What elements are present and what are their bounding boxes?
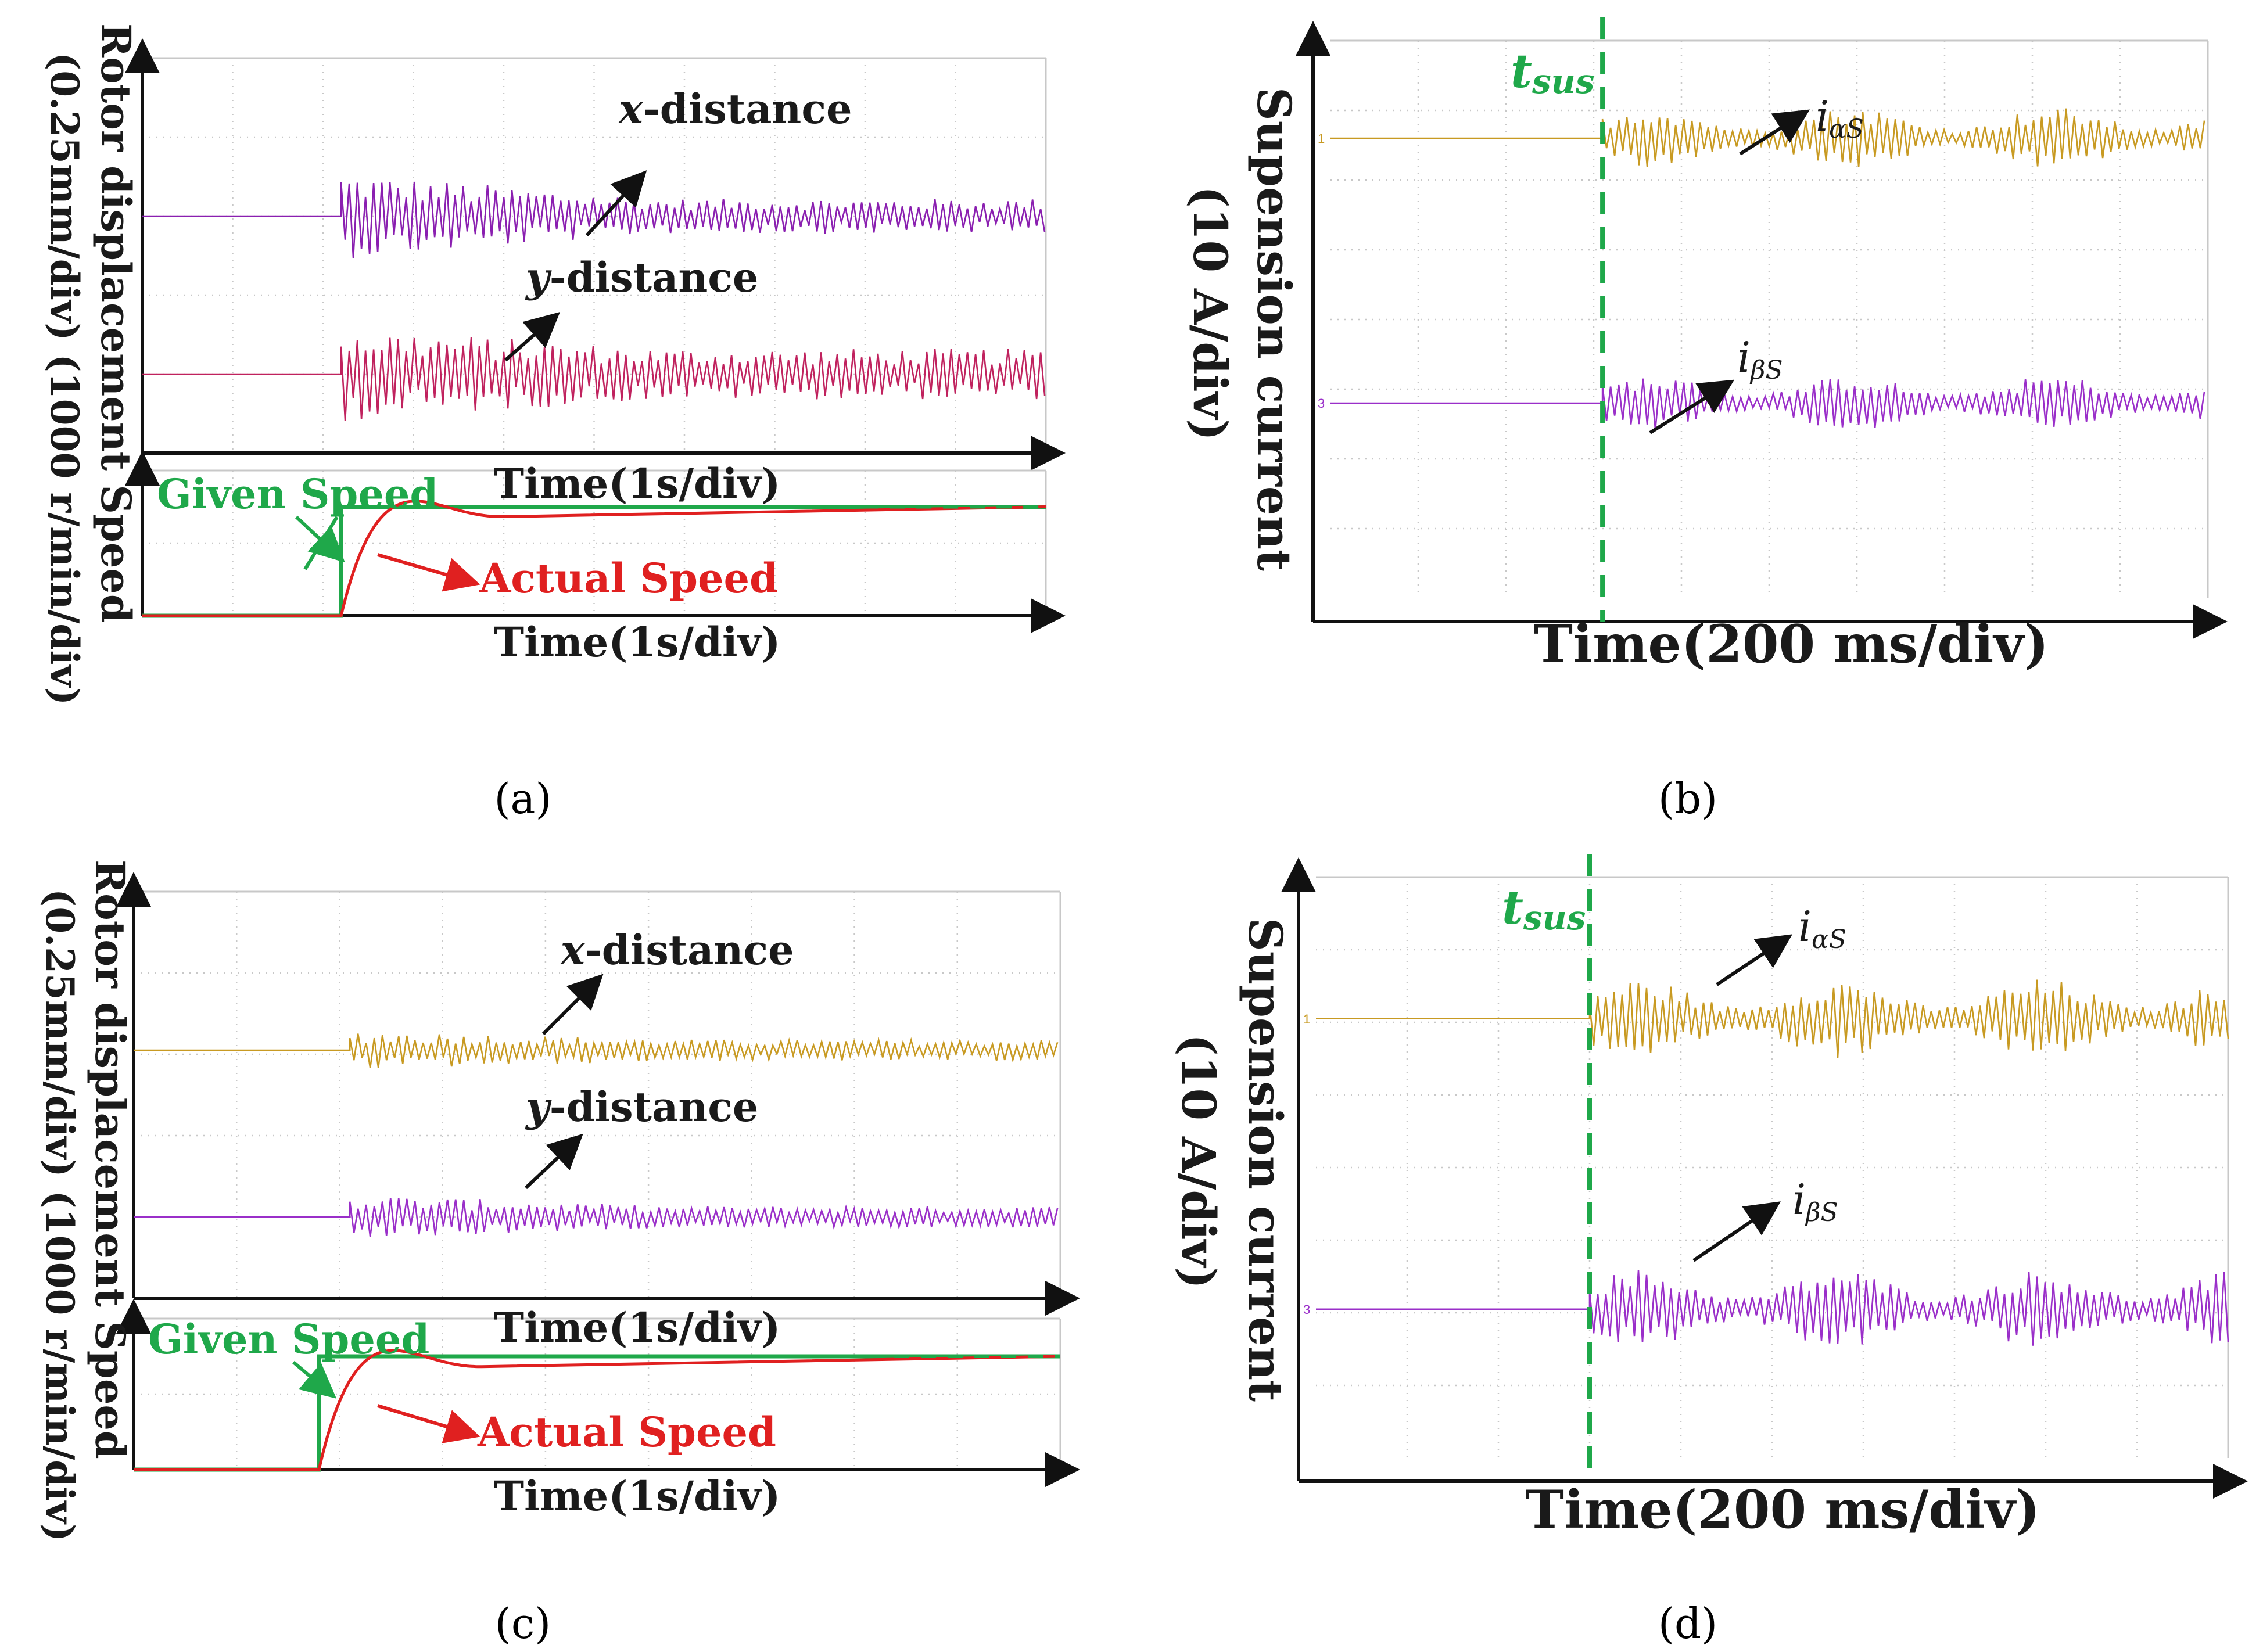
panel-c-displacement-traces [134, 1033, 1059, 1237]
panel-c-given-label: Given Speed [148, 1315, 429, 1363]
panel-b-ialpha-sub: αS [1829, 114, 1864, 144]
panel-c-y-prefix: y [525, 1083, 552, 1131]
panel-b-ylabel-1: Supension current [1247, 87, 1301, 571]
panel-a-lower-xlabel: Time(1s/div) [494, 618, 780, 666]
panel-a-actual-arrow [377, 553, 480, 592]
panel-d-tsus-label: tsus [1502, 880, 1586, 938]
panel-a-y-trace [142, 337, 1046, 421]
panel-c-x-label: x-distance [560, 926, 794, 974]
panel-a-y-arrow [504, 312, 560, 362]
panel-c-y-trace [134, 1198, 1059, 1237]
panel-c-given-arrow [292, 1360, 337, 1399]
panel-d-ibeta-trace [1316, 1270, 2229, 1346]
panel-a-y-suffix: -distance [550, 253, 759, 301]
panel-d-ibeta-main: i [1792, 1175, 1806, 1224]
panel-d-current-traces: 13 [1303, 854, 2229, 1481]
panel-a-upper-xlabel: Time(1s/div) [494, 459, 780, 508]
panel-d-ialpha-label: iαS [1798, 902, 1846, 954]
panel-d-ialpha-trace [1316, 979, 2229, 1058]
panel-a-x-prefix: x [618, 85, 644, 133]
panel-c-speed-traces [134, 1349, 1061, 1472]
panel-b-ibeta-main: i [1737, 333, 1751, 382]
panel-b-ialpha-arrow [1739, 109, 1810, 156]
panel-c-upper-grid [116, 872, 1080, 1316]
panel-b: 13 Supension current (10 A/div) Time(200… [1183, 17, 2228, 823]
panel-c-x-suffix: -distance [585, 926, 794, 974]
panel-a: Rotor displacement Speed (0.25mm/div) (1… [42, 23, 1066, 823]
panel-b-ialpha-label: iαS [1816, 92, 1864, 144]
panel-c-y-label: y-distance [525, 1083, 758, 1131]
panel-d-tsus-sub: sus [1523, 898, 1586, 938]
panel-c-actual-label: Actual Speed [477, 1408, 776, 1456]
panel-d-ylabel-2: (10 A/div) [1171, 1034, 1226, 1289]
panel-d: 13 Supension current (10 A/div) Time(200… [1171, 854, 2248, 1648]
panel-b-ialpha-trace-channel-tag: 1 [1318, 131, 1325, 146]
panel-c-upper-xlabel: Time(1s/div) [494, 1303, 780, 1352]
panel-b-ibeta-label: iβS [1737, 333, 1783, 385]
panel-a-x-suffix: -distance [643, 85, 852, 133]
panel-c-ylabel-1: Rotor displacement Speed [86, 860, 134, 1459]
panel-b-ibeta-sub: βS [1749, 355, 1783, 385]
panel-d-ialpha-main: i [1798, 902, 1812, 951]
panel-c-lower-xlabel: Time(1s/div) [494, 1472, 780, 1520]
panel-d-ialpha-sub: αS [1812, 925, 1846, 954]
panel-d-grid [1281, 857, 2248, 1499]
panel-b-tsus-sub: sus [1532, 62, 1594, 101]
panel-d-tsus-main: t [1502, 880, 1523, 935]
panel-c-x-prefix: x [560, 926, 586, 974]
panel-c-y-suffix: -distance [550, 1083, 759, 1131]
panel-a-ylabel-2: (0.25mm/div) (1000 r/min/div) [42, 52, 87, 705]
panel-b-ylabel-2: (10 A/div) [1183, 186, 1238, 441]
panel-d-ibeta-sub: βS [1805, 1198, 1838, 1227]
panel-b-tsus-label: tsus [1511, 44, 1594, 101]
caption-a: (a) [494, 774, 551, 823]
panel-d-xlabel: Time(200 ms/div) [1525, 1479, 2040, 1540]
panel-c-x-arrow [541, 974, 604, 1036]
panel-d-ibeta-label: iβS [1792, 1175, 1838, 1227]
panel-b-ialpha-main: i [1816, 92, 1829, 141]
panel-a-given-label: Given Speed [157, 470, 438, 518]
panel-b-ibeta-arrow [1649, 379, 1735, 434]
panel-b-ibeta-trace-channel-tag: 3 [1318, 396, 1325, 411]
panel-d-ibeta-arrow [1692, 1201, 1781, 1262]
caption-d: (d) [1658, 1599, 1717, 1648]
panel-c: Rotor displacement Speed (0.25mm/div) (1… [37, 860, 1080, 1648]
panel-b-ibeta-trace [1330, 378, 2205, 430]
caption-c: (c) [495, 1599, 551, 1648]
panel-a-actual-label: Actual Speed [479, 554, 778, 602]
panel-b-grid [1296, 21, 2228, 639]
panel-c-x-trace [134, 1033, 1059, 1068]
panel-c-actual-arrow [377, 1404, 480, 1443]
panel-c-ylabel-2: (0.25mm/div) (1000 r/min/div) [37, 889, 83, 1542]
panel-b-xlabel: Time(200 ms/div) [1534, 613, 2049, 675]
panel-a-displacement-traces [142, 181, 1046, 421]
panel-a-y-label: y-distance [525, 253, 758, 301]
panel-d-ialpha-trace-channel-tag: 1 [1303, 1012, 1310, 1026]
panel-a-upper-grid [125, 38, 1066, 471]
caption-b: (b) [1658, 774, 1717, 823]
panel-a-x-arrow [585, 170, 647, 237]
panel-b-current-traces: 13 [1318, 17, 2205, 622]
panel-a-given-arrow-tip [295, 515, 345, 563]
panel-d-ialpha-arrow [1716, 934, 1792, 986]
panel-d-ibeta-trace-channel-tag: 3 [1303, 1302, 1310, 1317]
panel-a-ylabel-1: Rotor displacement Speed [92, 23, 140, 623]
panel-d-ylabel-1: Supension current [1238, 918, 1293, 1402]
panel-b-tsus-main: t [1511, 44, 1532, 98]
panel-c-y-arrow [524, 1133, 583, 1190]
panel-a-y-prefix: y [525, 253, 552, 301]
panel-a-x-label: x-distance [618, 85, 852, 133]
panel-b-ialpha-trace [1330, 108, 2205, 167]
panel-c-actual-speed [134, 1349, 1061, 1471]
panel-a-x-trace [142, 181, 1046, 258]
panel-a-actual-speed [142, 500, 1046, 617]
